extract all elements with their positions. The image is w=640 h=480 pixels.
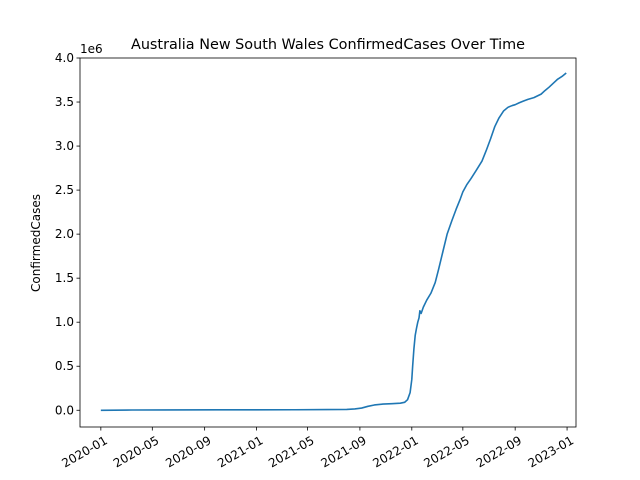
series-line xyxy=(100,72,567,412)
x-tick-label: 2021-01 xyxy=(215,433,265,470)
x-tick-label: 2021-05 xyxy=(266,433,316,470)
y-tick-label: 2.5 xyxy=(55,183,74,197)
x-tick-label: 2022-09 xyxy=(474,433,524,470)
y-tick-label: 0.0 xyxy=(55,403,74,417)
y-tick-label: 2.0 xyxy=(55,227,74,241)
y-tick-label: 0.5 xyxy=(55,359,74,373)
y-tick-label: 3.5 xyxy=(55,95,74,109)
x-tick-label: 2021-09 xyxy=(318,433,368,470)
x-tick-label: 2023-01 xyxy=(526,433,576,470)
y-tick-label: 4.0 xyxy=(55,51,74,65)
y-tick-label: 3.0 xyxy=(55,139,74,153)
y-axis-offset-label: 1e6 xyxy=(80,42,103,56)
y-axis-ticks: 0.0 0.5 1.0 1.5 2.0 2.5 3.0 3.5 4.0 xyxy=(55,51,80,417)
x-tick-label: 2022-05 xyxy=(421,433,471,470)
x-tick-label: 2020-09 xyxy=(163,433,213,470)
y-tick-label: 1.5 xyxy=(55,271,74,285)
x-tick-label: 2020-01 xyxy=(59,433,109,470)
chart-title: Australia New South Wales ConfirmedCases… xyxy=(131,37,525,53)
x-tick-label: 2020-05 xyxy=(111,433,161,470)
x-tick-label: 2022-01 xyxy=(370,433,420,470)
plot-frame xyxy=(79,57,577,428)
x-axis-ticks: 2020-01 2020-05 2020-09 2021-01 2021-05 2021-… xyxy=(59,427,576,470)
y-tick-label: 1.0 xyxy=(55,315,74,329)
y-axis-label: ConfirmedCases xyxy=(29,194,43,292)
